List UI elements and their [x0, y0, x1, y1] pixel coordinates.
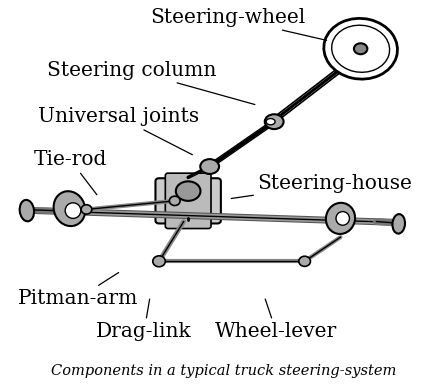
Text: Steering column: Steering column: [47, 61, 255, 105]
Circle shape: [169, 196, 180, 206]
Ellipse shape: [20, 200, 34, 221]
Text: Drag-link: Drag-link: [96, 299, 192, 341]
Ellipse shape: [54, 191, 85, 226]
Ellipse shape: [326, 203, 355, 234]
Ellipse shape: [324, 18, 397, 79]
Ellipse shape: [354, 43, 367, 54]
Text: Universal joints: Universal joints: [38, 108, 199, 155]
FancyBboxPatch shape: [155, 178, 221, 223]
FancyBboxPatch shape: [165, 173, 211, 229]
Text: Wheel-lever: Wheel-lever: [215, 299, 337, 341]
Ellipse shape: [392, 214, 405, 234]
Ellipse shape: [336, 211, 349, 225]
Ellipse shape: [266, 119, 275, 125]
Ellipse shape: [200, 159, 219, 174]
Circle shape: [153, 256, 165, 267]
Ellipse shape: [176, 181, 201, 201]
Text: Tie-rod: Tie-rod: [34, 151, 107, 195]
Text: Components in a typical truck steering-system: Components in a typical truck steering-s…: [52, 364, 396, 378]
Circle shape: [299, 256, 310, 266]
Text: Steering-house: Steering-house: [231, 174, 413, 199]
Text: Pitman-arm: Pitman-arm: [18, 273, 138, 308]
Circle shape: [81, 205, 92, 214]
Text: Steering-wheel: Steering-wheel: [150, 8, 327, 40]
Ellipse shape: [265, 114, 284, 129]
Ellipse shape: [332, 25, 390, 72]
Ellipse shape: [65, 203, 81, 218]
